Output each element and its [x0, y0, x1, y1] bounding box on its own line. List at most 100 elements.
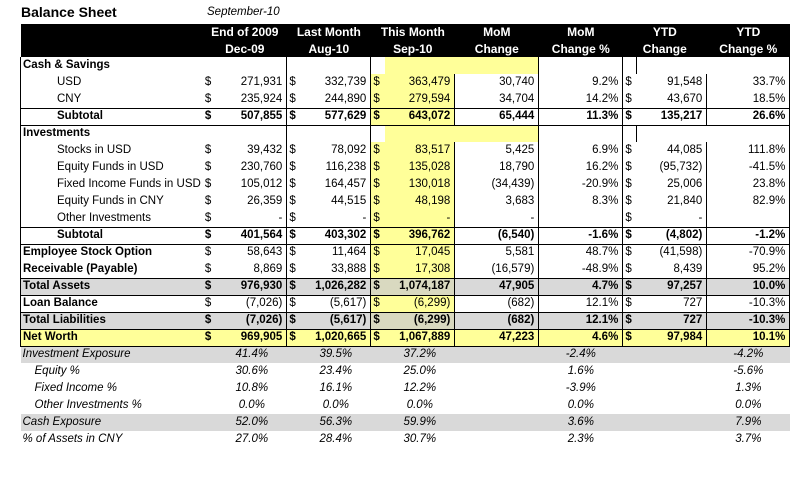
- row-label: Total Liabilities: [19, 311, 203, 330]
- currency-sign: $: [370, 277, 385, 296]
- value-ytd-pct: 33.7%: [706, 74, 791, 91]
- value-aug10: 44,515: [300, 193, 372, 210]
- value-sep10: 279,594: [384, 91, 456, 108]
- currency-sign: $: [202, 311, 217, 330]
- row-label: Loan Balance: [19, 295, 203, 312]
- currency-sign: $: [370, 311, 385, 330]
- currency-sign: $: [625, 246, 632, 259]
- blank-cell: [371, 380, 385, 397]
- blank-cell: [706, 57, 791, 74]
- currency-sign: $: [286, 328, 301, 347]
- value-mom-pct: 4.7%: [538, 277, 624, 296]
- value-ytd-pct: 95.2%: [706, 261, 791, 278]
- value-mom-change: 47,223: [454, 328, 540, 347]
- blank-cell: [203, 125, 217, 142]
- column-header-c4: Change: [454, 40, 539, 57]
- currency-sign: $: [289, 92, 296, 105]
- ratio-row-equity: Equity % 30.6% 23.4% 25.0% 1.6% -5.6%: [21, 363, 790, 380]
- currency-sign: $: [286, 277, 301, 296]
- value-aug10: 1,020,665: [300, 328, 372, 347]
- value-sep10: 130,018: [384, 176, 456, 193]
- value-dec09: 230,760: [216, 159, 288, 176]
- blank-cell: [454, 125, 540, 142]
- ratio-label: Fixed Income %: [34, 382, 117, 394]
- value-ytd-change: 44,085: [636, 142, 708, 159]
- blank-cell: [455, 397, 539, 414]
- ratio-mom-pct: 0.0%: [567, 399, 594, 411]
- value-aug10: (5,617): [300, 295, 372, 312]
- currency-sign: $: [370, 107, 385, 126]
- section-label: Investments: [19, 125, 203, 142]
- blank-cell: [371, 57, 385, 74]
- value-aug10: 577,629: [300, 107, 372, 126]
- value-aug10: (5,617): [300, 311, 372, 330]
- ratio-label: Investment Exposure: [20, 346, 203, 363]
- ratio-sep10: 12.2%: [403, 382, 437, 394]
- currency-sign: $: [370, 295, 385, 312]
- ratio-ytd-pct: 1.3%: [735, 382, 762, 394]
- currency-sign: $: [204, 144, 212, 156]
- ratio-aug10: 28.4%: [319, 433, 353, 445]
- currency-sign: $: [625, 262, 632, 275]
- currency-sign: $: [370, 210, 385, 227]
- value-aug10: 332,739: [300, 74, 372, 91]
- currency-sign: $: [286, 107, 301, 126]
- blank-cell: [455, 363, 539, 380]
- value-ytd-pct: 26.6%: [706, 107, 791, 126]
- currency-sign: $: [204, 76, 212, 88]
- value-ytd-change: 21,840: [636, 193, 708, 210]
- currency-sign: $: [286, 311, 301, 330]
- value-ytd-pct: -41.5%: [706, 159, 791, 176]
- value-dec09: 26,359: [216, 193, 288, 210]
- column-header-c6: YTD: [622, 24, 707, 41]
- row-total-liab: Total Liabilities $ (7,026) $ (5,617) $ (6,299…: [19, 311, 791, 330]
- currency-sign: $: [370, 91, 385, 108]
- row-cny: CNY $235,924 $244,890 $279,594 34,704 14.2% $4…: [19, 91, 791, 108]
- blank-cell: [287, 363, 301, 380]
- value-ytd-change: 25,006: [636, 176, 708, 193]
- value-ytd-change: 727: [636, 311, 708, 330]
- ratio-row-other-inv: Other Investments % 0.0% 0.0% 0.0% 0.0% 0.0%: [21, 397, 790, 414]
- currency-sign: $: [289, 211, 296, 224]
- value-mom-change: (16,579): [454, 261, 540, 278]
- blank-cell: [384, 57, 455, 74]
- blank-cell: [287, 57, 301, 74]
- value-ytd-change: 135,217: [636, 107, 708, 126]
- row-eq-cny: Equity Funds in CNY $26,359 $44,515 $48,198…: [19, 193, 791, 210]
- value-sep10: 83,517: [384, 142, 456, 159]
- value-sep10: 1,067,889: [384, 328, 456, 347]
- value-dec09: 235,924: [216, 91, 288, 108]
- row-loan: Loan Balance $ (7,026) $ (5,617) $ (6,299) (682…: [19, 295, 791, 312]
- ratio-dec09: 27.0%: [235, 433, 269, 445]
- ratio-row-inv-exp: Investment Exposure 41.4% 39.5% 37.2% -2.4% -…: [20, 346, 790, 363]
- sheet-date: September-10: [207, 6, 280, 18]
- currency-sign: $: [370, 193, 385, 210]
- ratio-sep10: 59.9%: [384, 414, 455, 431]
- value-aug10: 33,888: [300, 261, 372, 278]
- row-inv-head: Investments: [19, 125, 791, 142]
- blank-cell: [300, 125, 372, 142]
- currency-sign: $: [370, 159, 385, 176]
- value-mom-change: (682): [454, 295, 540, 312]
- currency-sign: $: [204, 195, 212, 207]
- value-mom-change: 65,444: [454, 107, 540, 126]
- header-row: End of 2009 Last Month This Month MoM MoM YTD…: [20, 24, 790, 41]
- ratio-mom-pct: 2.3%: [567, 433, 594, 445]
- blank-cell: [455, 431, 539, 448]
- blank-cell: [216, 57, 288, 74]
- value-ytd-change: 727: [636, 295, 708, 312]
- value-dec09: (7,026): [216, 295, 288, 312]
- value-sep10: -: [384, 210, 456, 227]
- currency-sign: $: [286, 226, 301, 245]
- blank-cell: [203, 431, 217, 448]
- currency-sign: $: [370, 226, 385, 245]
- value-ytd-change: (95,732): [636, 159, 708, 176]
- value-ytd-pct: 10.0%: [706, 277, 791, 296]
- value-mom-change: 3,683: [454, 193, 540, 210]
- currency-sign: $: [625, 92, 632, 105]
- currency-sign: $: [370, 244, 385, 261]
- column-header-c2: Last Month: [286, 24, 371, 41]
- value-ytd-change: (41,598): [636, 244, 708, 261]
- blank-cell: [538, 125, 624, 142]
- value-mom-change: 47,905: [454, 277, 540, 296]
